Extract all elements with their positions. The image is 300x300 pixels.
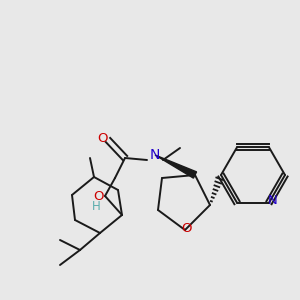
Text: H: H [92, 200, 100, 212]
Text: N: N [150, 148, 160, 162]
Text: O: O [93, 190, 103, 203]
Polygon shape [155, 155, 196, 178]
Text: N: N [268, 194, 278, 207]
Text: O: O [181, 221, 191, 235]
Text: O: O [98, 133, 108, 146]
